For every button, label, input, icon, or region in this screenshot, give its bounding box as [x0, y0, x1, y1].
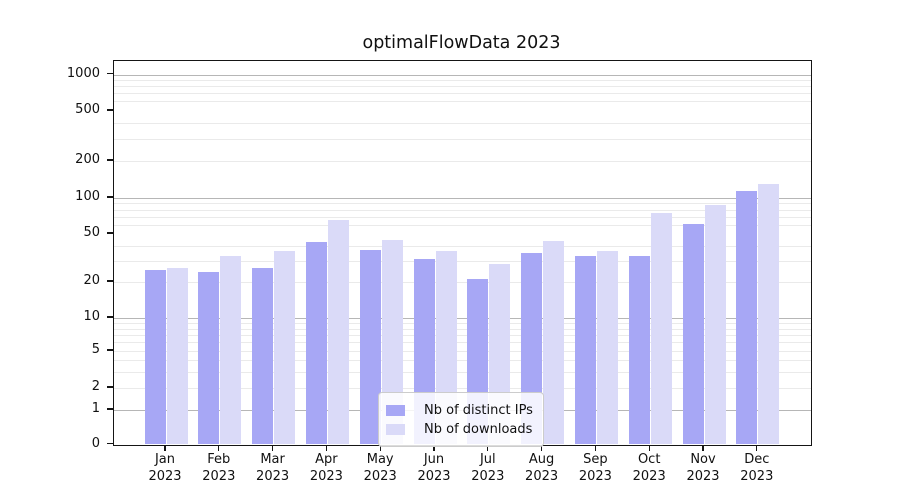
y-tick-label-0: 0	[91, 435, 100, 451]
x-tick-label-jun: Jun 2023	[417, 451, 451, 484]
gridline-minor-9	[114, 323, 811, 325]
y-tick-label-200: 200	[75, 152, 100, 167]
gridline-minor-3	[114, 371, 811, 373]
x-tick-label-apr: Apr 2023	[309, 451, 343, 484]
x-tick-label-mar: Mar 2023	[256, 451, 290, 484]
x-tick-label-oct: Oct 2023	[632, 451, 666, 484]
x-tick-mark-apr	[325, 445, 328, 451]
gridline-minor-4	[114, 360, 811, 361]
gridline-minor-800	[114, 86, 811, 88]
gridline-minor-2	[114, 388, 811, 389]
x-tick-label-nov: Nov 2023	[686, 451, 720, 484]
y-tick-mark-20	[107, 280, 113, 282]
gridline-minor-6	[114, 342, 811, 344]
bar-ips-dec	[736, 190, 758, 445]
bar-ips-jan	[144, 270, 166, 445]
gridline-minor-90	[114, 203, 811, 205]
legend: Nb of distinct IPs Nb of downloads	[378, 392, 544, 447]
x-tick-mark-sep	[594, 445, 597, 451]
bar-downloads-nov	[704, 204, 726, 445]
gridline-minor-7	[114, 334, 811, 336]
y-tick-mark-0	[107, 442, 113, 445]
x-tick-mark-jun	[433, 445, 435, 451]
y-tick-label-1: 1	[91, 401, 100, 416]
gridline-minor-900	[114, 80, 811, 82]
bar-ips-nov	[682, 223, 704, 445]
bar-downloads-jan	[166, 268, 188, 445]
x-tick-label-dec: Dec 2023	[740, 451, 774, 484]
x-tick-label-aug: Aug 2023	[525, 451, 559, 484]
y-tick-label-100: 100	[75, 189, 100, 204]
y-tick-mark-100	[107, 196, 113, 198]
bar-downloads-dec	[758, 183, 780, 445]
legend-swatch-downloads	[386, 423, 405, 435]
bar-ips-mar	[252, 268, 274, 445]
y-tick-mark-500	[107, 109, 113, 111]
x-tick-mark-nov	[702, 445, 704, 451]
gridline-minor-400	[114, 123, 811, 125]
legend-row: Nb of downloads	[386, 421, 533, 437]
bar-downloads-apr	[327, 220, 349, 445]
x-tick-label-feb: Feb 2023	[202, 451, 236, 484]
y-tick-label-500: 500	[75, 102, 100, 117]
x-tick-mark-mar	[271, 445, 274, 451]
gridline-major-100	[114, 198, 811, 199]
y-tick-mark-5	[107, 349, 113, 351]
plot-area	[113, 59, 812, 446]
y-tick-label-1000: 1000	[66, 65, 100, 81]
x-tick-mark-feb	[218, 445, 220, 451]
y-tick-label-2: 2	[91, 379, 100, 394]
bar-downloads-aug	[543, 240, 565, 445]
x-tick-label-jan: Jan 2023	[148, 451, 182, 484]
gridline-minor-700	[114, 93, 811, 95]
x-tick-mark-jul	[487, 445, 489, 451]
bar-ips-may	[359, 249, 381, 445]
bar-downloads-oct	[650, 212, 672, 445]
y-tick-mark-2	[107, 386, 113, 388]
y-tick-mark-50	[107, 232, 113, 234]
gridline-minor-60	[114, 224, 811, 226]
y-tick-mark-10	[107, 316, 113, 318]
legend-row: Nb of distinct IPs	[386, 402, 533, 418]
gridline-minor-300	[114, 138, 811, 140]
x-tick-mark-oct	[648, 445, 650, 451]
x-tick-label-jul: Jul 2023	[471, 451, 505, 484]
gridline-minor-80	[114, 209, 811, 211]
x-tick-label-sep: Sep 2023	[578, 451, 612, 484]
y-tick-mark-1000	[107, 72, 113, 75]
gridline-minor-40	[114, 245, 811, 247]
bar-downloads-sep	[596, 251, 618, 445]
gridline-major-1000	[114, 74, 811, 76]
gridline-minor-5	[114, 351, 811, 352]
chart-title: optimalFlowData 2023	[362, 33, 561, 53]
y-tick-label-50: 50	[83, 225, 100, 240]
x-tick-mark-dec	[756, 445, 758, 451]
y-tick-label-5: 5	[91, 342, 100, 357]
legend-label-distinct-ips: Nb of distinct IPs	[424, 402, 533, 418]
bar-ips-feb	[198, 272, 220, 445]
x-tick-mark-jan	[164, 445, 166, 451]
y-tick-label-10: 10	[83, 309, 100, 324]
gridline-major-10	[114, 318, 811, 319]
gridline-minor-600	[114, 101, 811, 103]
x-tick-label-may: May 2023	[363, 451, 397, 484]
x-tick-mark-aug	[540, 445, 543, 451]
x-tick-mark-may	[379, 445, 381, 451]
gridline-minor-70	[114, 216, 811, 218]
y-tick-mark-200	[107, 159, 113, 161]
bar-downloads-mar	[274, 251, 296, 445]
bar-ips-oct	[628, 255, 650, 445]
bar-downloads-feb	[220, 255, 242, 445]
gridline-minor-200	[114, 161, 811, 162]
bar-ips-sep	[574, 255, 596, 445]
legend-swatch-distinct-ips	[386, 404, 405, 416]
y-tick-label-20: 20	[83, 273, 100, 288]
bar-ips-apr	[305, 241, 327, 445]
y-tick-mark-1	[107, 408, 113, 410]
legend-label-downloads: Nb of downloads	[424, 421, 533, 437]
gridline-minor-30	[114, 260, 811, 262]
gridline-minor-8	[114, 328, 811, 330]
gridline-minor-20	[114, 282, 811, 283]
